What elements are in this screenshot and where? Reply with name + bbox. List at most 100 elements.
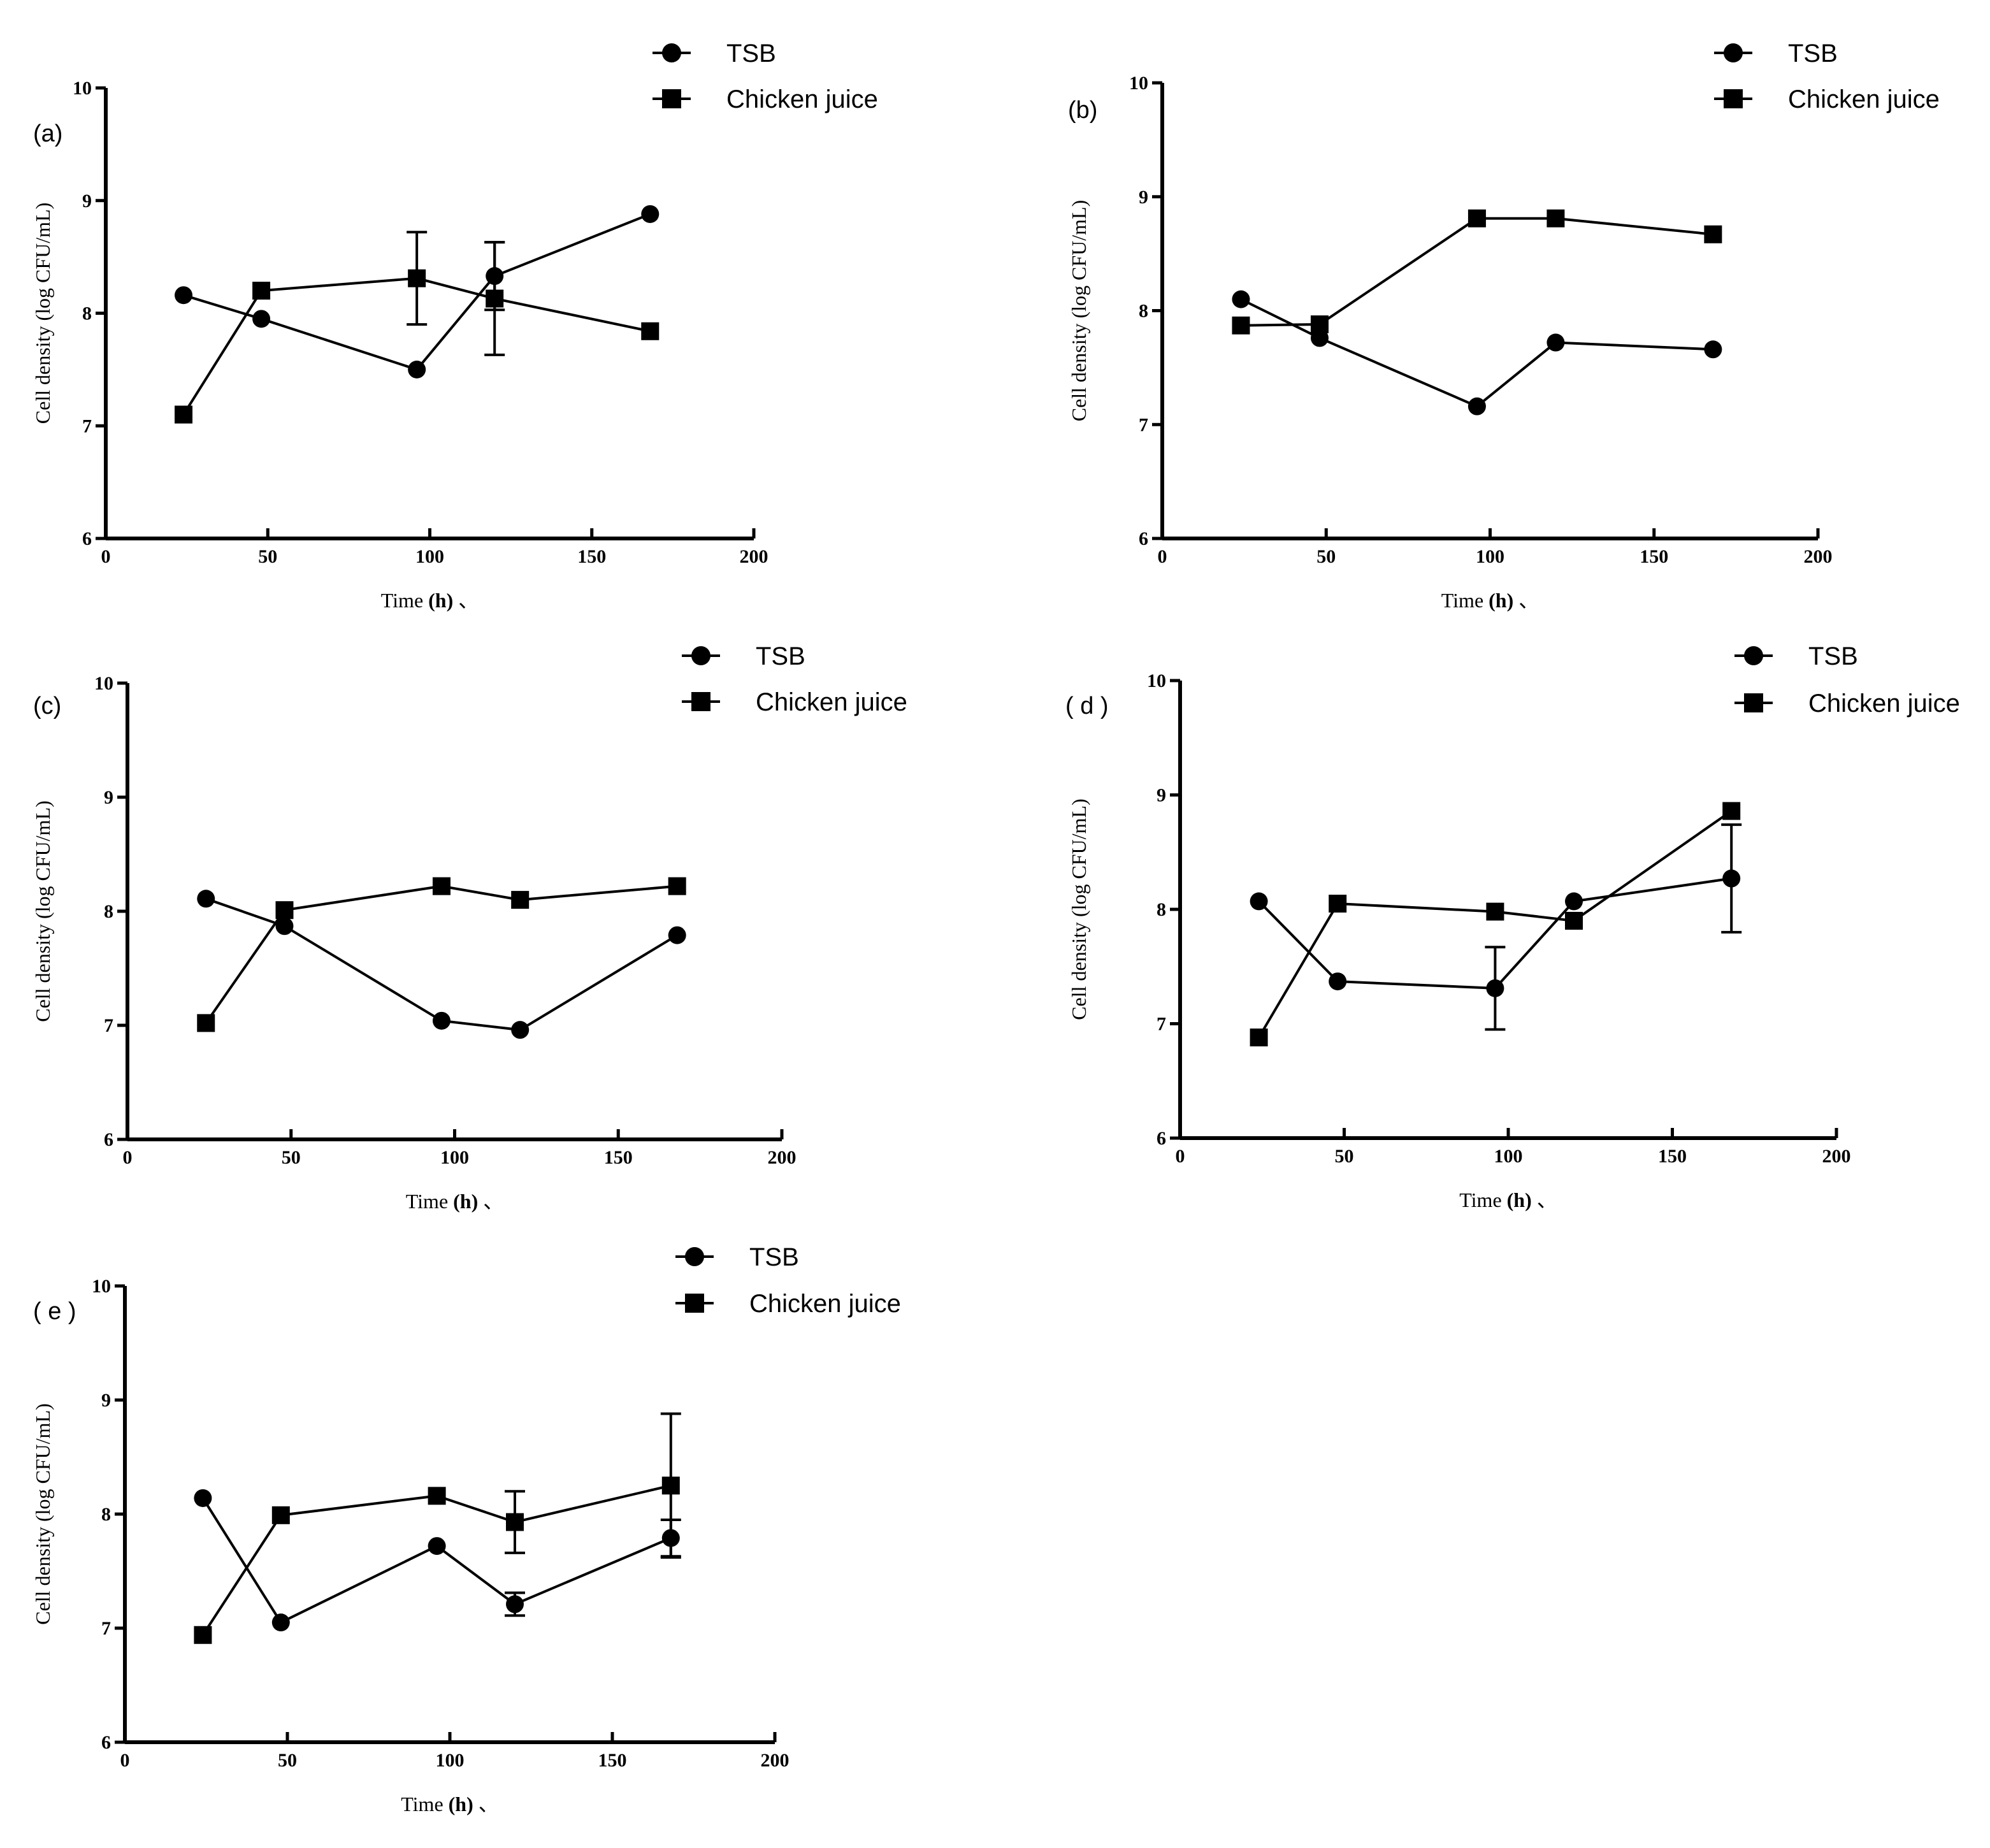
data-point-square (275, 901, 294, 920)
y-tick-label: 9 (1157, 785, 1166, 806)
panel-label: (b) (1068, 97, 1097, 124)
x-tick-label: 200 (1822, 1146, 1851, 1167)
data-point-square (1704, 225, 1722, 243)
data-point-circle (1486, 979, 1504, 997)
x-tick-label: 50 (278, 1750, 297, 1771)
legend-circle-marker (662, 43, 681, 62)
series-line-tsb (1240, 298, 1713, 408)
x-tick-label: 0 (1176, 1146, 1185, 1167)
x-axis-title-suffix: 、 (1518, 589, 1539, 612)
data-point-circle (1547, 333, 1565, 352)
data-point-circle (1704, 340, 1722, 359)
data-point-square (432, 877, 451, 895)
y-tick-label: 9 (101, 1390, 111, 1411)
x-tick-label: 100 (440, 1147, 469, 1168)
x-tick-label: 150 (1640, 546, 1668, 567)
y-tick-label: 10 (1129, 73, 1148, 94)
data-point-circle (1722, 869, 1741, 888)
legend-square-marker (1744, 693, 1763, 712)
x-tick-label: 150 (1658, 1146, 1687, 1167)
data-point-circle (1310, 329, 1329, 347)
data-point-circle (175, 286, 193, 305)
x-tick-label: 50 (282, 1147, 301, 1168)
legend-label: TSB (726, 40, 776, 68)
data-point-square (1310, 315, 1329, 333)
x-axis-title-text: Time (401, 1793, 448, 1816)
data-point-circle (1467, 397, 1486, 415)
data-point-square (641, 322, 660, 340)
legend-circle-marker (1744, 646, 1763, 665)
x-tick-label: 0 (1158, 546, 1167, 567)
y-tick-label: 10 (73, 78, 92, 99)
x-tick-label: 100 (1476, 546, 1504, 567)
x-tick-label: 0 (123, 1147, 133, 1168)
legend-circle-marker (691, 646, 710, 665)
y-axis-title: Cell density (log CFU/mL) (1067, 200, 1090, 422)
y-axis-title: Cell density (log CFU/mL) (31, 203, 54, 424)
series-line-chicken-juice (1241, 217, 1713, 327)
y-tick-label: 6 (1157, 1128, 1166, 1149)
data-point-circle (1232, 290, 1250, 308)
x-tick-label: 50 (1335, 1146, 1354, 1167)
y-axis-title: Cell density (log CFU/mL) (31, 1403, 54, 1625)
x-axis-title-suffix: 、 (479, 1793, 499, 1816)
data-point-circle (275, 917, 294, 935)
x-tick-label: 50 (258, 546, 277, 567)
legend-square-marker (1724, 89, 1743, 108)
data-point-square (1232, 316, 1250, 335)
y-tick-label: 8 (104, 901, 113, 922)
x-axis-title-suffix: 、 (458, 589, 479, 612)
x-tick-label: 150 (604, 1147, 633, 1168)
y-tick-label: 8 (1157, 899, 1166, 920)
x-tick-label: 100 (415, 546, 444, 567)
legend-label: Chicken juice (756, 688, 907, 716)
y-tick-label: 7 (104, 1015, 113, 1036)
legend: TSB Chicken juice (675, 1243, 901, 1318)
data-point-square (486, 289, 504, 308)
legend-label: Chicken juice (1788, 85, 1940, 113)
y-tick-label: 7 (1139, 414, 1148, 435)
x-axis-title-text: Time (1441, 589, 1489, 612)
x-tick-label: 200 (740, 546, 768, 567)
data-point-square (428, 1487, 446, 1505)
data-point-square (1250, 1029, 1268, 1047)
data-point-square (1722, 802, 1741, 820)
data-point-circle (408, 360, 426, 379)
x-axis-title-text: Time (406, 1190, 453, 1213)
data-point-square (1486, 902, 1504, 921)
y-tick-label: 8 (1139, 301, 1148, 322)
x-axis-title-text: Time (381, 589, 428, 612)
x-tick-label: 0 (101, 546, 111, 567)
y-tick-label: 10 (1147, 670, 1166, 691)
y-tick-label: 6 (82, 528, 92, 549)
legend-square-marker (662, 89, 681, 108)
legend: TSB Chicken juice (1714, 40, 1940, 113)
legend: TSB Chicken juice (1734, 642, 1960, 718)
data-point-circle (641, 205, 660, 223)
x-tick-label: 150 (577, 546, 606, 567)
legend-circle-marker (1724, 43, 1743, 62)
y-tick-label: 7 (101, 1618, 111, 1639)
x-tick-label: 0 (120, 1750, 130, 1771)
panel-label: ( d ) (1065, 693, 1109, 719)
data-point-square (511, 891, 530, 909)
data-point-circle (271, 1613, 290, 1632)
y-tick-label: 8 (101, 1504, 111, 1525)
y-tick-label: 7 (1157, 1014, 1166, 1035)
x-tick-label: 50 (1316, 546, 1336, 567)
y-axis-title: Cell density (log CFU/mL) (31, 800, 54, 1022)
x-axis-title: Time (h) 、 (1441, 589, 1539, 612)
data-point-circle (194, 1489, 212, 1507)
x-axis-title-text: Time (1459, 1188, 1506, 1211)
x-axis-title-unit: (h) (428, 589, 458, 612)
data-point-square (506, 1513, 524, 1531)
y-tick-label: 6 (101, 1732, 111, 1753)
data-point-square (1547, 209, 1565, 227)
data-point-square (668, 877, 686, 895)
y-tick-label: 7 (82, 415, 92, 437)
x-axis-title-unit: (h) (449, 1793, 479, 1816)
x-tick-label: 200 (761, 1750, 790, 1771)
